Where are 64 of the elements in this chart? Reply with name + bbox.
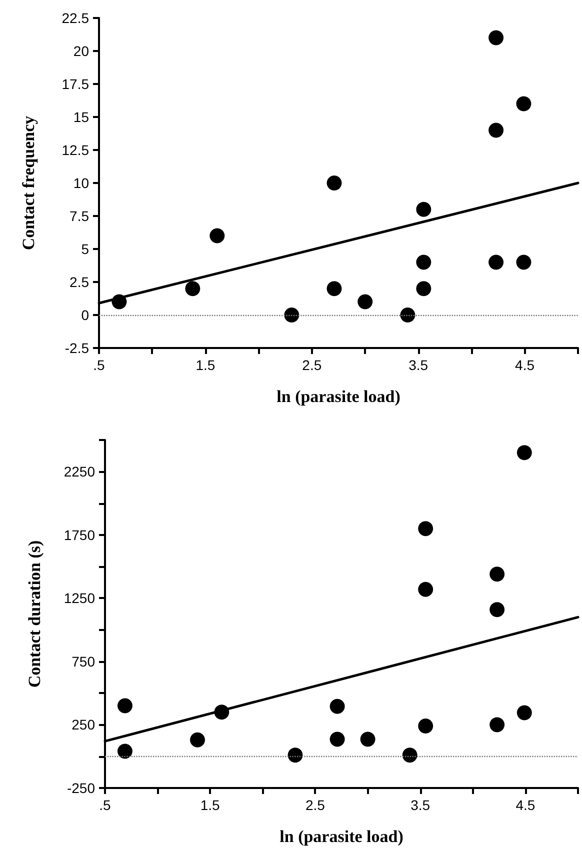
point — [416, 202, 432, 217]
point — [490, 602, 505, 618]
point — [358, 294, 373, 310]
point — [284, 308, 300, 322]
y-axis-title: Contact duration (s) — [25, 540, 44, 688]
y-tick-label: 15 — [73, 109, 90, 125]
y-tick-label: 12.5 — [62, 142, 90, 158]
point — [416, 281, 432, 296]
point — [516, 445, 532, 460]
y-axis-title: Contact frequency — [19, 115, 38, 250]
point — [490, 717, 505, 732]
point — [516, 96, 532, 112]
y-tick-label: 2250 — [64, 464, 96, 480]
point — [516, 254, 532, 270]
x-tick-label: 3.5 — [410, 797, 430, 813]
x-tick-label: 4.5 — [515, 357, 535, 373]
y-tick-label: 17.5 — [62, 76, 90, 92]
x-tick-label: 2.5 — [302, 357, 322, 373]
point — [326, 281, 342, 296]
point — [416, 254, 432, 270]
point — [117, 744, 132, 759]
y-tick-label: 1750 — [64, 526, 96, 543]
point — [288, 748, 303, 763]
point — [490, 566, 505, 582]
point — [185, 281, 200, 296]
point — [418, 582, 434, 597]
point — [488, 254, 504, 270]
y-tick-label: 10 — [73, 175, 90, 191]
y-tick-label: -2.5 — [64, 340, 90, 356]
point — [516, 705, 532, 720]
point — [330, 698, 345, 714]
y-tick-label: -250 — [66, 780, 96, 796]
x-tick-label: 1.5 — [200, 797, 220, 813]
y-tick-label: 22.5 — [62, 10, 90, 26]
point — [326, 176, 342, 190]
point — [117, 698, 132, 714]
y-tick-label: 750 — [72, 653, 96, 670]
x-axis-title: ln (parasite load) — [280, 827, 404, 846]
y-tick-label: 250 — [72, 716, 96, 733]
point — [418, 521, 434, 536]
x-tick-label: .5 — [99, 797, 112, 813]
x-tick-label: 4.5 — [516, 797, 536, 813]
point — [402, 748, 418, 763]
point — [112, 294, 127, 310]
point — [190, 732, 205, 748]
point — [488, 30, 504, 46]
point — [214, 704, 230, 720]
x-tick-label: 1.5 — [196, 357, 216, 373]
point — [418, 718, 434, 734]
x-axis-title: ln (parasite load) — [276, 387, 400, 406]
y-tick-label: 20 — [73, 43, 90, 59]
y-tick-label: 5 — [81, 241, 90, 257]
point — [330, 732, 345, 747]
x-tick-label: 3.5 — [408, 357, 428, 373]
x-tick-label: .5 — [93, 357, 106, 373]
point — [210, 228, 225, 244]
y-tick-label: 7.5 — [70, 208, 90, 224]
point — [400, 308, 416, 322]
point — [360, 732, 376, 747]
y-tick-label: 1250 — [64, 590, 96, 606]
y-tick-label: 0 — [81, 307, 90, 323]
y-tick-label: 2.5 — [70, 274, 90, 290]
x-tick-label: 2.5 — [305, 797, 326, 813]
point — [488, 122, 504, 138]
